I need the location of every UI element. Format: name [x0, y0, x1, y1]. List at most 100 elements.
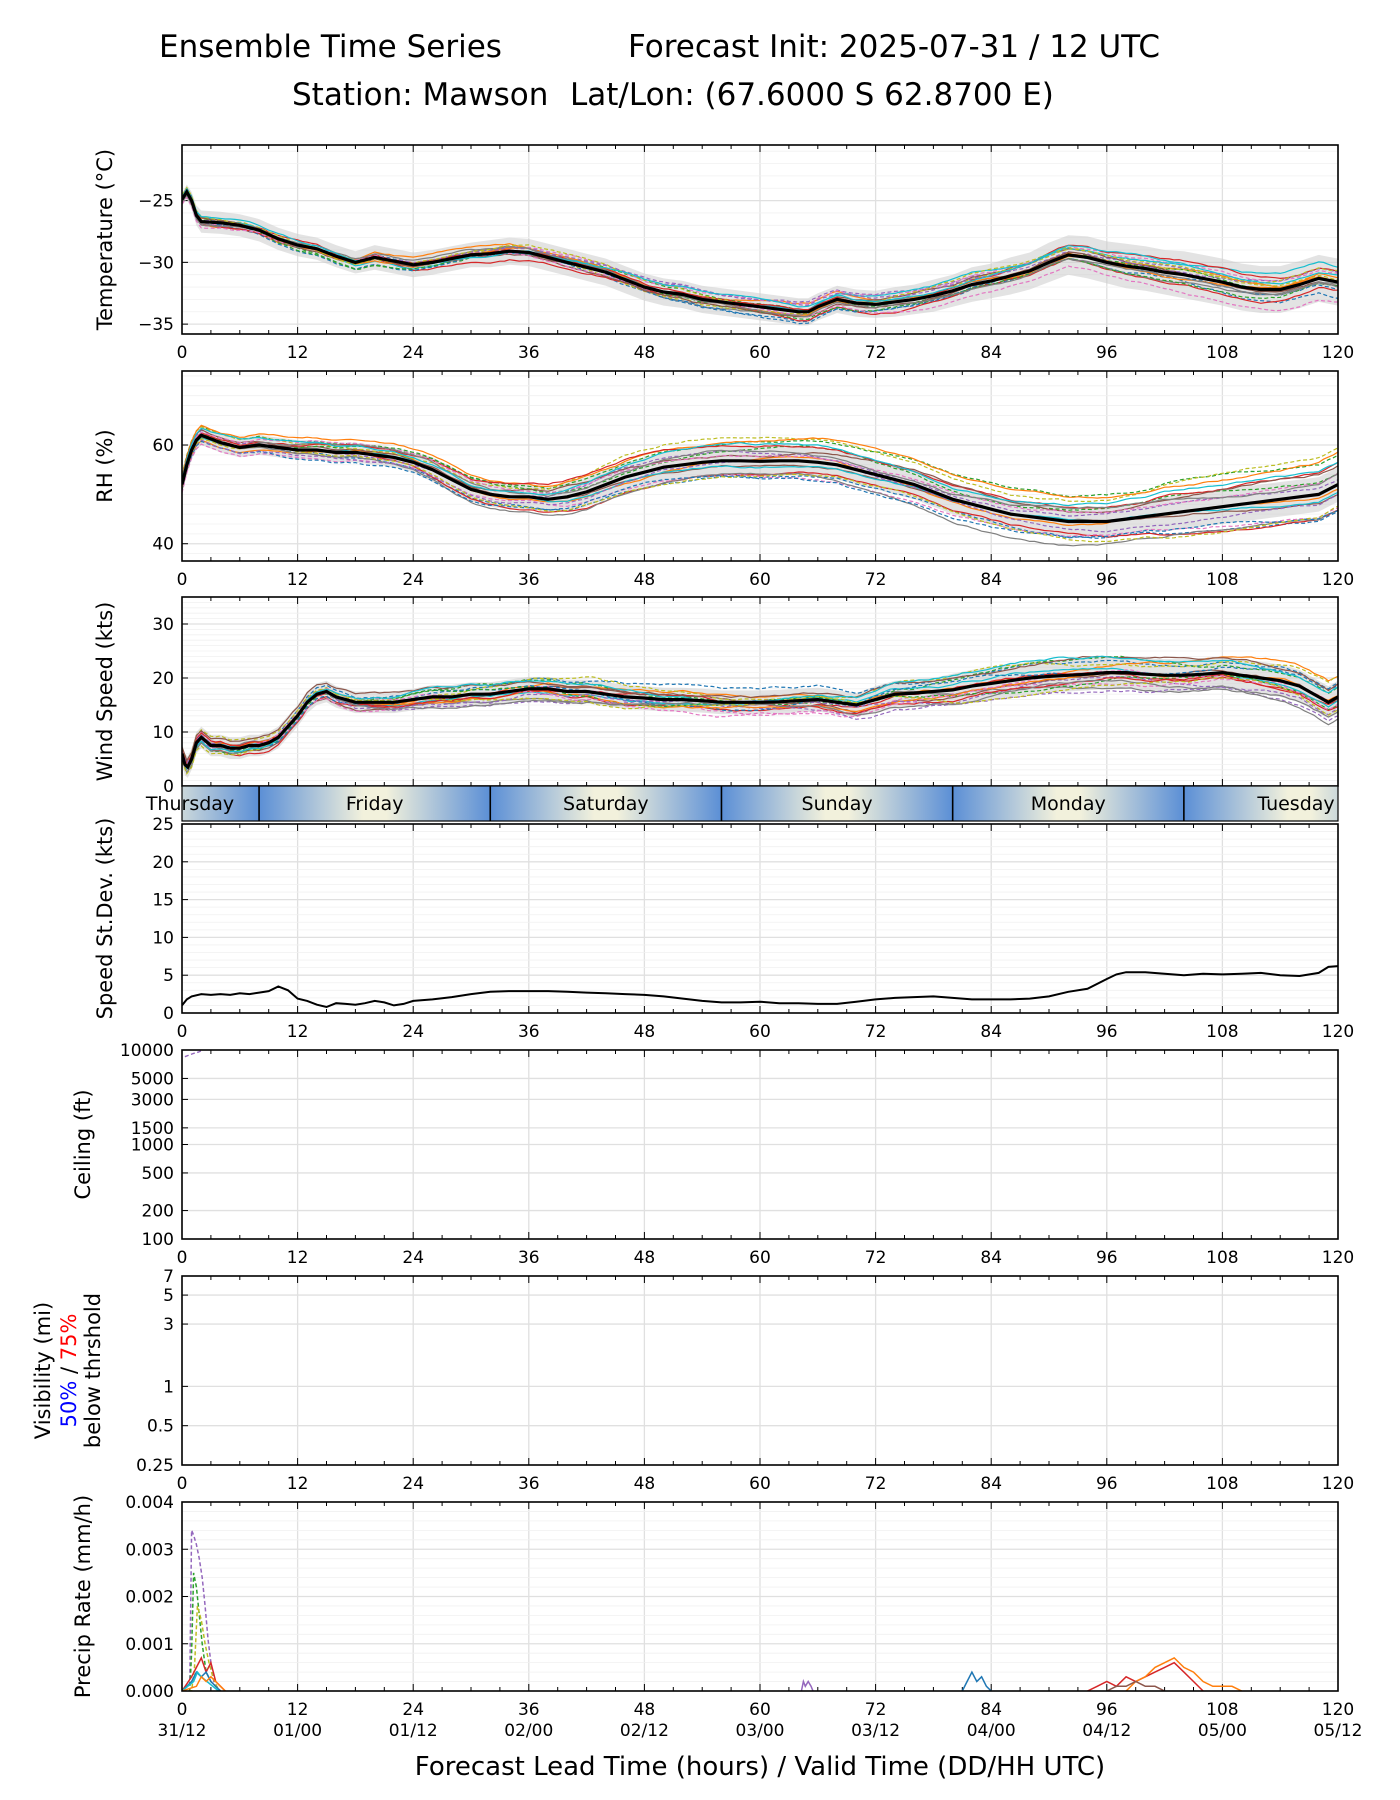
ensemble-member-line	[182, 660, 1338, 762]
ensemble-mean-line	[182, 433, 1338, 524]
x-tick-label: 36	[518, 1248, 540, 1268]
x-tick-label: 108	[1206, 1474, 1238, 1494]
x-tick-label: 120	[1322, 1700, 1354, 1720]
x-tick-label: 0	[177, 1022, 188, 1042]
rh-plot	[182, 424, 1338, 547]
x-tick-label: 108	[1206, 1022, 1238, 1042]
ensemble-member-line	[182, 679, 1338, 774]
x-tick-label: 60	[749, 1248, 771, 1268]
y-tick-label: 0.003	[125, 1540, 174, 1560]
day-label: Tuesday	[1256, 793, 1334, 815]
axes-frame	[181, 823, 1339, 1014]
valid-time-label: 03/00	[736, 1721, 785, 1741]
precip-plot	[182, 1530, 1243, 1691]
ensemble-member-line	[182, 678, 1338, 763]
y-axis-label: Precip Rate (mm/h)	[71, 1495, 95, 1698]
y-tick-label: 500	[142, 1164, 174, 1184]
x-tick-label: 72	[865, 570, 887, 590]
precip-member-line	[182, 1670, 222, 1691]
y-axis-label: Ceiling (ft)	[71, 1089, 95, 1199]
y-tick-label: 15	[152, 891, 174, 911]
axes-frame	[181, 1501, 1339, 1692]
y-tick-label: 0.000	[125, 1682, 174, 1702]
x-tick-label: 72	[865, 1474, 887, 1494]
valid-time-label: 01/12	[389, 1721, 438, 1741]
x-tick-label: 60	[749, 1022, 771, 1042]
day-label: Monday	[1031, 793, 1106, 815]
y-tick-label: 200	[142, 1202, 174, 1222]
ensemble-member-line	[182, 194, 1338, 318]
x-tick-label: 12	[287, 1700, 309, 1720]
day-cell	[490, 786, 722, 821]
y-tick-label: 0.002	[125, 1588, 174, 1608]
y-axis-label: Wind Speed (kts)	[93, 602, 117, 782]
x-tick-label: 108	[1206, 570, 1238, 590]
valid-time-label: 02/12	[620, 1721, 669, 1741]
x-tick-label: 24	[402, 1248, 424, 1268]
valid-time-label: 31/12	[158, 1721, 207, 1741]
forecast-init: Forecast Init: 2025-07-31 / 12 UTC	[628, 29, 1160, 65]
axes-frame	[181, 144, 1339, 335]
y-tick-label: 20	[152, 669, 174, 689]
x-tick-label: 48	[634, 1474, 656, 1494]
x-tick-label: 36	[518, 570, 540, 590]
x-tick-label: 96	[1096, 1248, 1118, 1268]
valid-time-label: 03/12	[851, 1721, 900, 1741]
x-tick-label: 48	[634, 1248, 656, 1268]
y-tick-label: 0.5	[147, 1417, 174, 1437]
y-tick-label: 5	[163, 966, 174, 986]
x-tick-label: 12	[287, 1474, 309, 1494]
x-tick-label: 36	[518, 1700, 540, 1720]
ceiling-member-line	[184, 1050, 202, 1058]
day-label: Sunday	[802, 793, 873, 815]
valid-time-label: 02/00	[504, 1721, 553, 1741]
y-tick-label: 60	[152, 436, 174, 456]
ensemble-member-line	[182, 436, 1338, 510]
ensemble-member-line	[182, 188, 1338, 321]
x-tick-label: 108	[1206, 343, 1238, 363]
figure-title: Ensemble Time Series	[159, 29, 502, 65]
x-tick-label: 72	[865, 1248, 887, 1268]
valid-time-label: 05/12	[1314, 1721, 1363, 1741]
x-tick-label: 24	[402, 1700, 424, 1720]
x-tick-label: 72	[865, 1022, 887, 1042]
x-tick-label: 36	[518, 343, 540, 363]
x-tick-label: 84	[980, 1474, 1002, 1494]
ensemble-member-line	[182, 436, 1338, 547]
ensemble-member-line	[182, 429, 1338, 517]
y-axis-label: Visibility (mi)	[31, 1302, 55, 1439]
x-tick-label: 12	[287, 1248, 309, 1268]
x-tick-label: 108	[1206, 1248, 1238, 1268]
precip-member-line	[182, 1572, 222, 1691]
precip-member-line	[182, 1675, 226, 1691]
day-cell	[182, 786, 260, 821]
x-tick-label: 84	[980, 1022, 1002, 1042]
y-tick-label: 0.25	[136, 1456, 174, 1476]
y-tick-label: 0.004	[125, 1493, 174, 1513]
x-tick-label: 36	[518, 1474, 540, 1494]
speed-stdev-line	[182, 965, 1338, 1009]
temperature-plot	[182, 184, 1338, 326]
y-tick-label: −25	[138, 192, 174, 212]
y-tick-label: 10	[152, 928, 174, 948]
x-tick-label: 96	[1096, 343, 1118, 363]
x-tick-label: 48	[634, 570, 656, 590]
ensemble-mean-line	[182, 188, 1338, 314]
y-tick-label: 3	[163, 1315, 174, 1335]
y-tick-label: 5	[163, 1286, 174, 1306]
y-tick-label: 10000	[120, 1041, 174, 1061]
y-axis-label: Speed St.Dev. (kts)	[93, 818, 117, 1020]
x-tick-label: 72	[865, 343, 887, 363]
x-tick-label: 108	[1206, 1700, 1238, 1720]
y-tick-label: 0.001	[125, 1635, 174, 1655]
x-tick-label: 12	[287, 1022, 309, 1042]
ensemble-mean-line	[182, 670, 1338, 770]
x-tick-label: 24	[402, 343, 424, 363]
y-tick-label: −30	[138, 253, 174, 273]
station-name: Station: Mawson	[292, 77, 549, 113]
day-cell	[259, 786, 491, 821]
x-tick-label: 60	[749, 570, 771, 590]
speed_stdev-plot	[182, 965, 1338, 1009]
